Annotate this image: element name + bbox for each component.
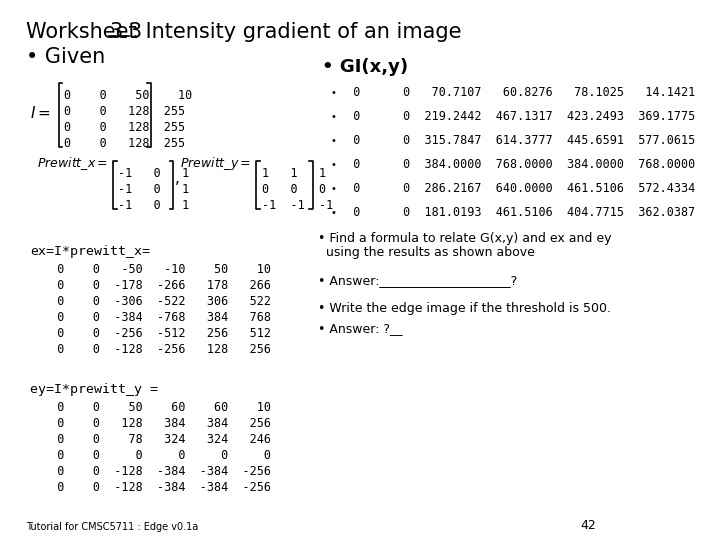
Text: •: • [330, 208, 336, 218]
Text: -1   0   1: -1 0 1 [118, 199, 189, 212]
Text: -1  -1  -1: -1 -1 -1 [261, 199, 333, 212]
Text: 0    0  -306  -522   306   522: 0 0 -306 -522 306 522 [43, 295, 271, 308]
Text: • Find a formula to relate G(x,y) and ex and ey: • Find a formula to relate G(x,y) and ex… [318, 232, 611, 245]
Text: Worksheet: Worksheet [25, 22, 150, 42]
Text: 3.3: 3.3 [109, 22, 142, 42]
Text: 0    0   128  255: 0 0 128 255 [64, 121, 185, 134]
Text: 1   1   1: 1 1 1 [261, 167, 325, 180]
Text: • Answer: ?__: • Answer: ?__ [318, 322, 402, 335]
Text: ,: , [175, 171, 179, 186]
Text: 0    0  -384  -768   384   768: 0 0 -384 -768 384 768 [43, 311, 271, 324]
Text: •: • [330, 184, 336, 194]
Text: 0      0  219.2442  467.1317  423.2493  369.1775: 0 0 219.2442 467.1317 423.2493 369.1775 [339, 110, 696, 123]
Text: 0    0  -128  -384  -384  -256: 0 0 -128 -384 -384 -256 [43, 465, 271, 478]
Text: 0    0    50    10: 0 0 50 10 [64, 89, 192, 102]
Text: 0    0   128  255: 0 0 128 255 [64, 137, 185, 150]
Text: 0    0    78   324   324   246: 0 0 78 324 324 246 [43, 433, 271, 446]
Text: • Answer:_____________________?: • Answer:_____________________? [318, 274, 517, 287]
Text: $I = $: $I = $ [30, 105, 50, 121]
Text: ey=I*prewitt_y =: ey=I*prewitt_y = [30, 383, 158, 396]
Text: •: • [330, 88, 336, 98]
Text: 0    0    50    60    60    10: 0 0 50 60 60 10 [43, 401, 271, 414]
Text: : Intensity gradient of an image: : Intensity gradient of an image [132, 22, 462, 42]
Text: •: • [330, 160, 336, 170]
Text: -1   0   1: -1 0 1 [118, 183, 189, 196]
Text: $Prewitt\_y = $: $Prewitt\_y = $ [180, 155, 251, 172]
Text: 0    0   -50   -10    50    10: 0 0 -50 -10 50 10 [43, 263, 271, 276]
Text: 42: 42 [580, 519, 596, 532]
Text: 0    0   128   384   384   256: 0 0 128 384 384 256 [43, 417, 271, 430]
Text: 0      0  181.0193  461.5106  404.7715  362.0387: 0 0 181.0193 461.5106 404.7715 362.0387 [339, 206, 696, 219]
Text: 0    0     0     0     0     0: 0 0 0 0 0 0 [43, 449, 271, 462]
Text: ex=I*prewitt_x=: ex=I*prewitt_x= [30, 245, 150, 258]
Text: 0      0   70.7107   60.8276   78.1025   14.1421: 0 0 70.7107 60.8276 78.1025 14.1421 [339, 86, 696, 99]
Text: • Given: • Given [25, 47, 105, 67]
Text: 0      0  384.0000  768.0000  384.0000  768.0000: 0 0 384.0000 768.0000 384.0000 768.0000 [339, 158, 696, 171]
Text: Tutorial for CMSC5711 : Edge v0.1a: Tutorial for CMSC5711 : Edge v0.1a [25, 522, 198, 532]
Text: 0      0  286.2167  640.0000  461.5106  572.4334: 0 0 286.2167 640.0000 461.5106 572.4334 [339, 182, 696, 195]
Text: 0    0  -256  -512   256   512: 0 0 -256 -512 256 512 [43, 327, 271, 340]
Text: 0      0  315.7847  614.3777  445.6591  577.0615: 0 0 315.7847 614.3777 445.6591 577.0615 [339, 134, 696, 147]
Text: 0   0   0: 0 0 0 [261, 183, 325, 196]
Text: using the results as shown above: using the results as shown above [326, 246, 535, 259]
Text: • GI(x,y): • GI(x,y) [322, 58, 408, 76]
Text: •: • [330, 136, 336, 146]
Text: 0    0  -128  -256   128   256: 0 0 -128 -256 128 256 [43, 343, 271, 356]
Text: 0    0  -128  -384  -384  -256: 0 0 -128 -384 -384 -256 [43, 481, 271, 494]
Text: •: • [330, 112, 336, 122]
Text: 0    0  -178  -266   178   266: 0 0 -178 -266 178 266 [43, 279, 271, 292]
Text: -1   0   1: -1 0 1 [118, 167, 189, 180]
Text: • Write the edge image if the threshold is 500.: • Write the edge image if the threshold … [318, 302, 611, 315]
Text: 0    0   128  255: 0 0 128 255 [64, 105, 185, 118]
Text: $Prewitt\_x = $: $Prewitt\_x = $ [37, 155, 108, 172]
